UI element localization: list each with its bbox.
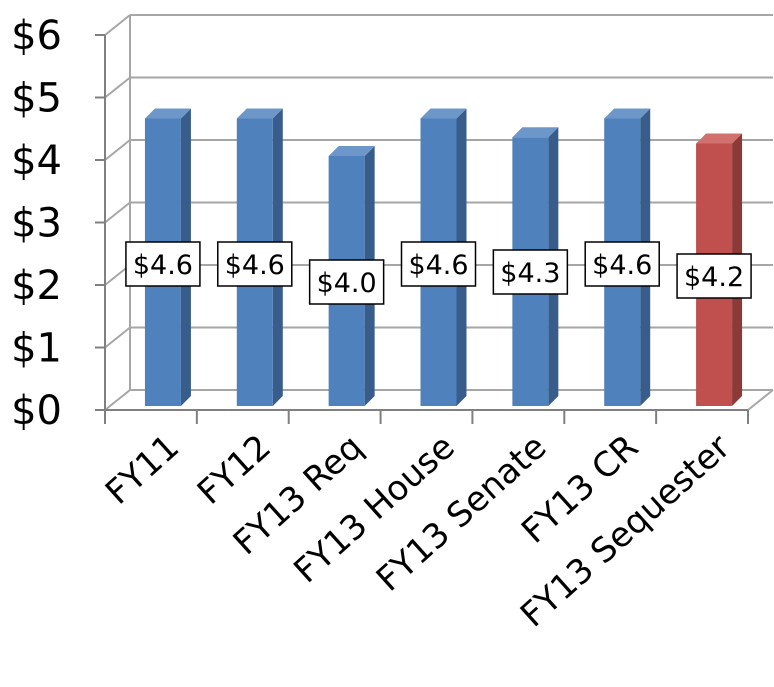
y-tick-label: $1 [11,326,62,372]
y-tick-label: $2 [11,263,62,309]
data-label-box [676,253,752,299]
data-label-text: $4.6 [225,250,285,281]
data-label-text: $4.0 [317,268,377,299]
floor-edge [747,389,774,411]
gridline-depth [104,326,131,349]
bar-top [144,108,191,119]
data-label-text: $4.3 [500,258,560,289]
data-label: $4.3 [492,249,569,295]
gridline-depth [104,201,131,224]
y-tick-label: $4 [11,138,62,184]
data-label-box [492,249,569,295]
gridline-depth [104,76,131,99]
y-axis-labels: $0 $1 $2 $3 $4 $5 $6 [11,13,62,434]
data-label: $4.6 [125,241,201,287]
bar-top [604,108,651,119]
gridline-depth [104,14,131,36]
bar-top [420,108,467,119]
bar-top [512,127,559,138]
data-label-box [400,241,477,287]
data-label: $4.6 [400,241,477,287]
data-label: $4.0 [308,259,385,305]
data-label: $4.6 [584,241,660,287]
data-label-text: $4.2 [684,262,744,293]
y-tick-label: $6 [11,13,62,59]
y-tick-label: $3 [11,201,62,247]
bar-top [236,108,283,119]
bar-top [696,133,743,144]
y-tick-label: $0 [11,388,62,434]
data-labels: $4.6 $4.6 $4.0 $4.6 $4.3 $4.6 $4.2 [125,241,752,305]
data-label-box [217,241,293,287]
y-tick-label: $5 [11,76,62,122]
data-label-text: $4.6 [592,250,652,281]
data-label: $4.2 [676,253,752,299]
data-label-box [584,241,660,287]
data-label-text: $4.6 [408,250,468,281]
data-label-text: $4.6 [133,250,193,281]
x-tick-label: FY11 [98,427,187,513]
gridline-depth [104,139,131,161]
bar-top [328,146,375,156]
gridline-depth [104,389,131,411]
data-label-box [125,241,201,287]
data-label-box [308,259,385,305]
data-label: $4.6 [217,241,293,287]
